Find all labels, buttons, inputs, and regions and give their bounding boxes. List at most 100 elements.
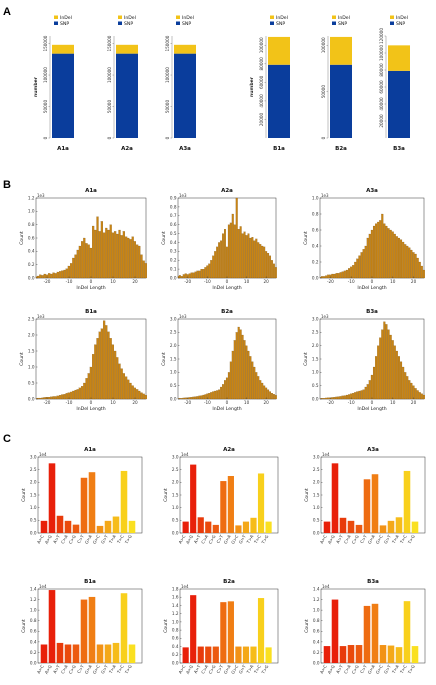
b-bar — [352, 265, 355, 279]
b-bar — [233, 224, 236, 279]
b-bar — [237, 229, 240, 279]
b-bar — [39, 397, 42, 400]
c-xtick-label: A>T — [335, 664, 344, 675]
b-bar — [37, 275, 40, 279]
b-bar — [56, 271, 59, 279]
c-xtick-label: T>A — [108, 534, 117, 545]
c-ylabel: Count — [21, 619, 27, 633]
b-title: A3a — [366, 188, 378, 194]
b-bar — [70, 263, 73, 279]
b-bar — [192, 396, 195, 400]
c-xtick-label: C>T — [359, 534, 368, 545]
b-ytick-label: 0.5 — [170, 231, 177, 236]
b-bar — [327, 397, 330, 400]
b-xlabel: InDel Length — [212, 285, 241, 291]
b-plot-A3a: -20 -10 0 10 20 0.0 0.2 0.4 0.6 0.8 1.0 1e3 A3a InDel… — [303, 188, 425, 291]
b-bar — [393, 233, 396, 279]
b-bar — [76, 389, 79, 400]
c-ytick-label: 3.0 — [172, 454, 179, 459]
b-bar — [190, 272, 193, 279]
c-bar — [190, 595, 197, 663]
c-xtick-label: C>A — [60, 664, 69, 675]
c-bar — [120, 593, 128, 663]
b-bar — [122, 231, 125, 279]
a-ytick-label: 120000 — [379, 28, 384, 44]
b-bar — [59, 271, 62, 279]
c-xtick-label: A>G — [327, 664, 336, 675]
b-bar — [190, 397, 193, 400]
b-bar — [70, 391, 73, 400]
a-legend-swatch-snp — [390, 21, 394, 25]
a-ytick-label: 60000 — [379, 80, 384, 94]
c-ytick-label: 1.2 — [30, 597, 37, 602]
b-xtick-label: -20 — [44, 279, 51, 284]
c-bar — [387, 520, 395, 533]
b-bar — [188, 273, 191, 279]
b-bar — [111, 232, 114, 279]
a-legend-indel: InDel — [124, 15, 136, 21]
b-ytick-label: 0.8 — [170, 204, 177, 209]
a-legend-indel: InDel — [276, 15, 288, 21]
a-ytick-label: 100000 — [165, 67, 170, 83]
b-bar — [345, 269, 348, 279]
b-bar — [402, 241, 405, 279]
c-ytick-label: 0.2 — [172, 652, 179, 657]
a-sample-label: B3a — [393, 146, 405, 152]
b-bar — [408, 247, 411, 279]
b-bar — [214, 390, 217, 400]
c-xtick-label: A>C — [178, 664, 187, 675]
c-xtick-label: G>A — [84, 534, 93, 545]
b-bar — [231, 213, 234, 279]
c-bar — [112, 516, 120, 533]
a-sample-label: A2a — [121, 146, 133, 152]
b-ytick-label: 0.0 — [28, 396, 35, 401]
a-ytick-label: 40000 — [379, 97, 384, 111]
b-bar — [140, 392, 143, 400]
b-bar — [94, 344, 97, 400]
c-xtick-label: A>C — [36, 534, 45, 545]
b-bar — [420, 265, 423, 279]
b-bar — [43, 273, 46, 279]
a-ytick-label: 50000 — [107, 100, 112, 114]
c-xtick-label: G>A — [367, 664, 376, 675]
a-ytick-label: 80000 — [259, 57, 264, 71]
b-bar — [383, 223, 386, 279]
c-ytick-label: 1.0 — [313, 608, 320, 613]
a-ytick-label: 50000 — [43, 100, 48, 114]
c-xtick-label: G>C — [230, 664, 239, 675]
b-xtick-label: 0 — [371, 400, 374, 405]
b-bar — [395, 350, 398, 400]
a-legend-indel: InDel — [396, 15, 408, 21]
c-xtick-label: C>G — [351, 534, 360, 545]
b-xtick-label: 10 — [244, 400, 250, 405]
b-ytick-label: 1.0 — [312, 370, 319, 375]
b-ytick-label: 1.0 — [312, 195, 319, 200]
c-xtick-label: G>C — [375, 664, 384, 675]
b-bar — [352, 393, 355, 400]
b-bar — [72, 390, 75, 400]
b-bar — [118, 229, 121, 279]
b-title: B2a — [221, 309, 233, 315]
b-xtick-label: 20 — [411, 400, 417, 405]
c-ytick-label: 1.2 — [172, 611, 179, 616]
b-bar — [194, 396, 197, 400]
b-bar — [397, 237, 400, 279]
b-bar — [65, 268, 68, 279]
b-bar — [410, 382, 413, 400]
c-bar — [379, 645, 387, 663]
c-xtick-label: A>C — [36, 664, 45, 675]
b-bar — [125, 376, 128, 400]
b-bar — [273, 394, 275, 400]
c-bar — [48, 590, 56, 663]
b-bar — [105, 325, 108, 400]
c-multiplier: 1e4 — [322, 452, 330, 457]
b-bar — [89, 366, 92, 400]
b-bar — [92, 354, 95, 400]
b-bar — [364, 386, 367, 400]
b-plot-A2a: -20 -10 0 10 20 0.0 0.1 0.2 0.3 0.4 0.5 0.6 0.7 0.8 0.… — [161, 188, 277, 291]
b-bar — [61, 270, 64, 279]
c-xtick-label: C>G — [68, 664, 77, 675]
c-xtick-label: C>T — [215, 534, 224, 545]
b-bar — [229, 222, 232, 279]
c-xtick-label: T>A — [245, 534, 254, 545]
